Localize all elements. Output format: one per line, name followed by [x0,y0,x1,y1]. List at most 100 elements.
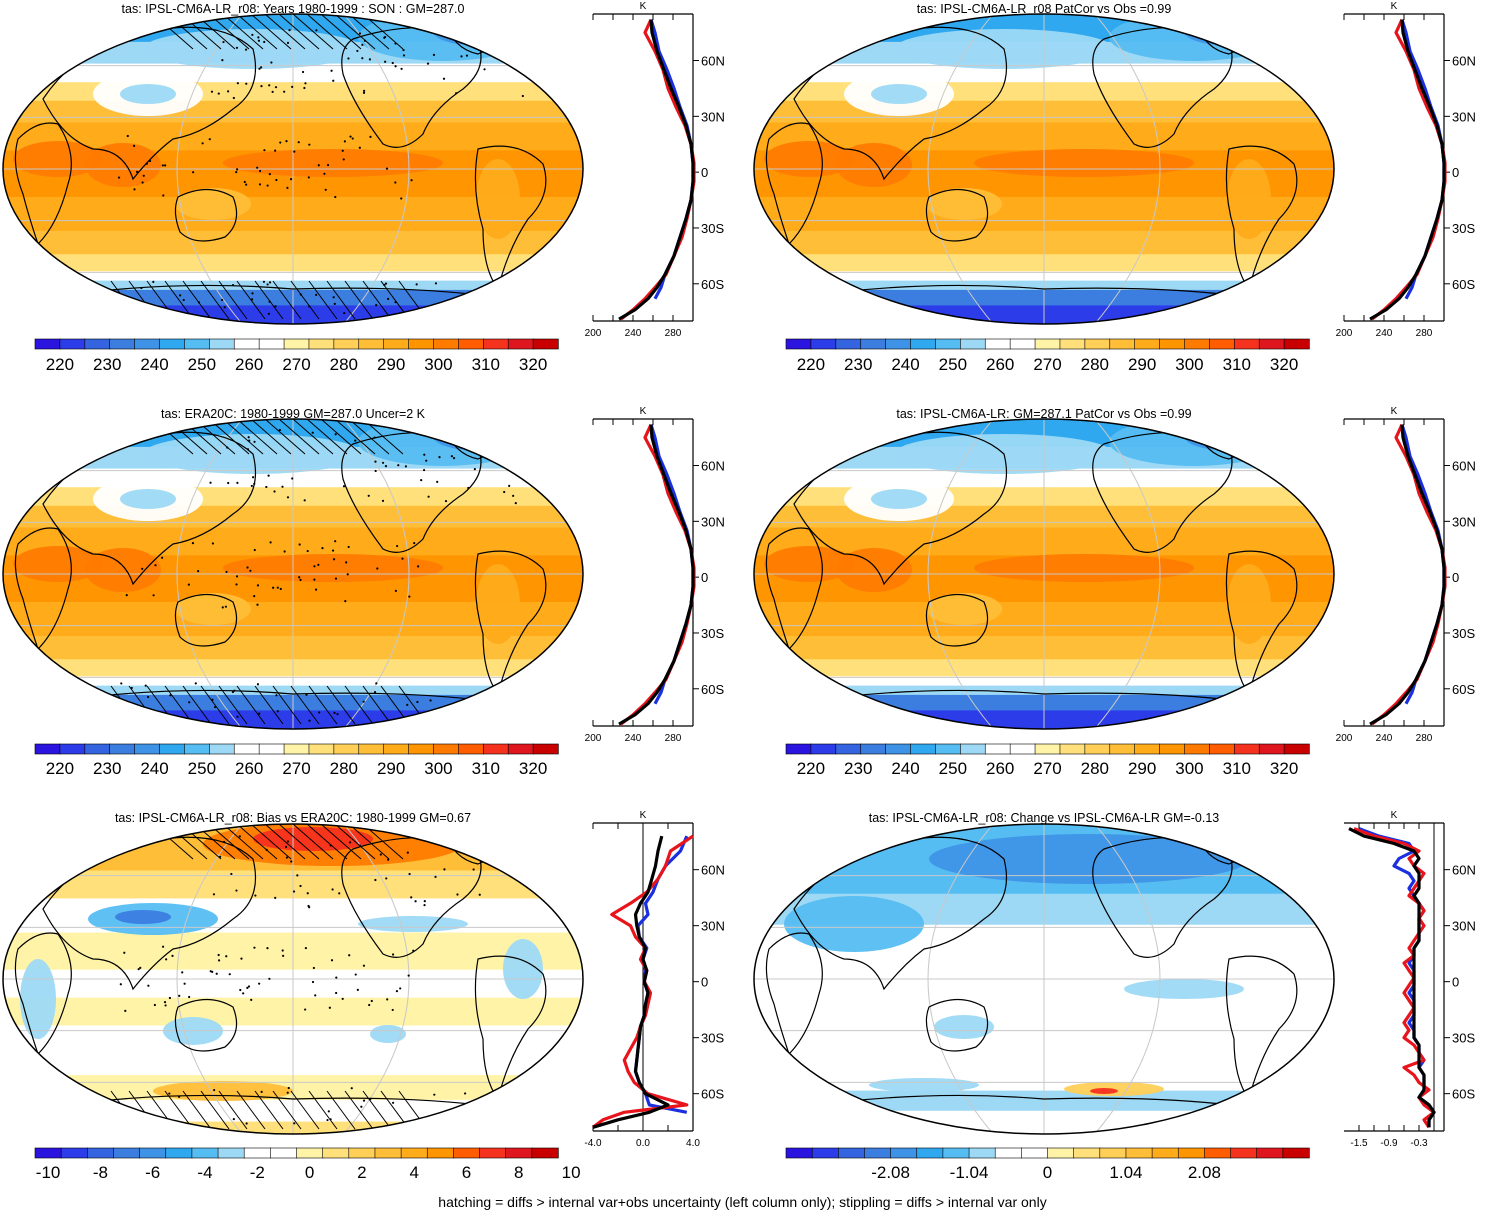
profile-tick-label: 280 [1416,328,1433,339]
hatch-line [272,280,302,320]
stipple-dot [231,690,234,694]
hatch-line [200,685,230,725]
stipple-dot [332,79,335,82]
panel-title: tas: IPSL-CM6A-LR: GM=287.1 PatCor vs Ob… [896,407,1192,421]
stipple-dot [293,150,296,153]
profile-series-line [1348,827,1436,1128]
map-p3 [3,419,583,729]
warm-pool-pacific [223,554,443,582]
stipple-dot [304,1008,307,1011]
stipple-dot [247,985,251,988]
stipple-dot [160,556,164,559]
stipple-dot [464,1092,467,1095]
stipple-dot [391,61,394,65]
profile-p2: K 200 240 280 60N 30N 0 30S 60S [1336,1,1476,339]
colorbar-segment [1159,743,1186,755]
antarctica-outline [803,284,1265,300]
colorbar-tick-label: -8 [93,1163,108,1182]
stipple-dot [164,1004,167,1007]
profile-series-line [1369,424,1446,726]
stipple-dot [139,966,142,969]
hatching [92,824,428,1130]
latitude-tick-label: 30S [701,221,724,236]
colorbar-tick-label: 270 [282,759,310,778]
stipple-dot [394,181,397,184]
colorbar-segment [960,743,986,755]
panel-title: tas: ERA20C: 1980-1999 GM=287.0 Uncer=2 … [160,407,426,421]
stipple-dot [266,283,269,286]
colorbar-segment [458,338,484,350]
colorbar-segment [1109,743,1136,755]
colorbar-segment [1151,1147,1179,1159]
australia-outline [925,998,989,1052]
colorbar-tick-label: 8 [514,1163,523,1182]
stipple-dot [210,90,214,93]
antarctica-outline [52,1094,514,1110]
colorbar-tick-label: 250 [939,759,967,778]
africa-outline [765,932,823,1056]
stipple-dot [351,137,354,140]
profile-series-line [620,18,696,321]
brazil-cold-bias [503,939,543,999]
stipple-dot [460,55,463,58]
colorbar-segment [1283,743,1310,755]
warm-pool-west [85,548,161,592]
south-america [476,159,520,239]
stipple-dot [450,455,453,458]
colorbar-segment [1204,1147,1232,1159]
stipple-dot [304,946,307,950]
stipple-dot [223,840,226,844]
stipple-dot [253,548,256,552]
stipple-dot [472,868,475,871]
colorbar-segment [994,1147,1023,1159]
colorbar-segment [433,743,460,755]
colorbar-segment [159,338,186,350]
stipple-dot [324,188,327,191]
map-p6 [754,824,1334,1134]
stipple-dot [288,29,291,32]
profile-tick-label: 0.0 [636,1138,650,1149]
stipple-dot [323,172,326,175]
stipple-dot [384,464,388,468]
stipple-dot [354,439,357,442]
stipple-dot [332,558,336,561]
hatch-line [236,280,266,320]
colorbar-segment [916,1147,944,1159]
stipple-dot [342,158,345,161]
stipple-dot [394,301,397,304]
stipple-dot [286,186,289,189]
colorbar-segment [479,1147,507,1159]
australia-outline [174,188,238,242]
profile-unit: K [1391,406,1398,417]
stipple-dot [423,904,426,907]
colorbar-segment [785,338,812,350]
colorbar-segment [322,1147,350,1159]
stipple-dot [308,305,311,308]
colorbar-tick-label: 240 [140,355,168,374]
stipple-dot [236,715,239,718]
profile-tick-label: 200 [1336,733,1353,744]
colorbar: -10 -8 -6 -4 -2 0 2 4 6 8 10 [34,1147,581,1182]
stipple-dot [311,431,314,434]
colorbar-tick-label: 240 [891,355,919,374]
stipple-dot [201,142,204,145]
stipple-dot [358,146,361,149]
stipple-dot [385,877,388,880]
colorbar-tick-label: 240 [891,759,919,778]
colorbar-segment [426,1147,455,1159]
map-frame [753,823,1335,1135]
stipple-dot [455,92,458,95]
stipple-dot [243,180,246,184]
stipple-dot [385,167,389,170]
colorbar-segment [296,1147,324,1159]
stipple-dot [232,1117,235,1121]
colorbar-tick-label: 4 [409,1163,418,1182]
colorbar-tick-label: 280 [330,759,358,778]
stipple-dot [298,543,301,546]
stipple-dot [436,480,439,483]
hatch-line [272,685,302,725]
stipple-dot [414,900,417,903]
south-america-outline [474,145,547,291]
hatch-line [320,14,362,50]
stipple-dot [197,301,201,304]
